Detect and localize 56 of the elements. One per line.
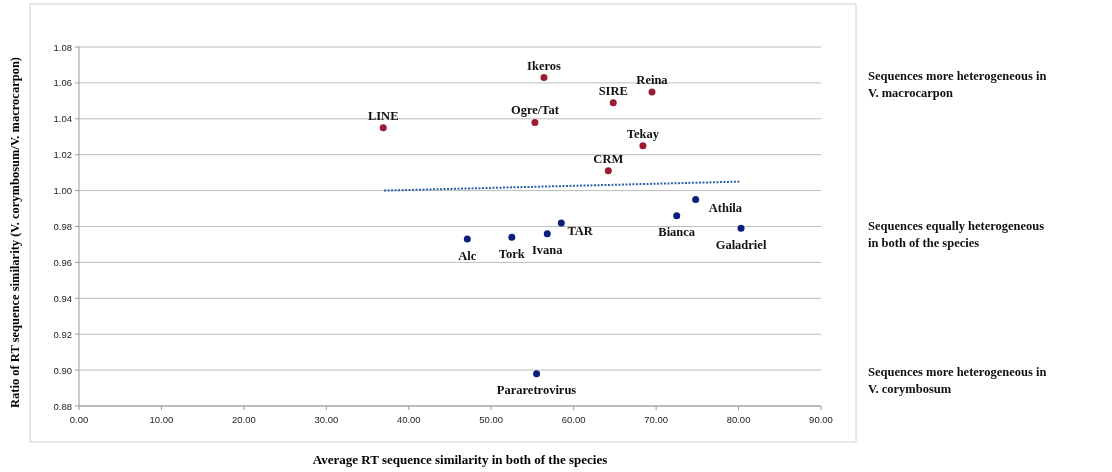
- text: Sequences more heterogeneous in V. macrocarpon: [868, 69, 1047, 100]
- x-tick-label: 30.00: [314, 414, 339, 425]
- y-tick-label: 1.08: [53, 41, 72, 53]
- point: [737, 224, 745, 232]
- annotation: Pararetrovirus: [496, 383, 577, 398]
- y-tick-label: 1.06: [53, 77, 72, 89]
- annotation: Ogre/Tat: [510, 103, 560, 118]
- annotation: Galadriel: [715, 237, 767, 252]
- y-tick-label: 0.94: [53, 292, 72, 304]
- y-tick-label: 1.02: [53, 149, 72, 161]
- y-axis-title: Ratio of RT sequence similarity (V. corymbosum/V. macrocarpon): [8, 56, 22, 409]
- point: [648, 88, 656, 96]
- point: [604, 167, 612, 175]
- point: [533, 370, 541, 378]
- annotation: Ivana: [532, 243, 564, 258]
- text: Sequences more heterogeneous in V. corymbosum: [868, 365, 1047, 396]
- point: [463, 235, 471, 243]
- y-tick-label: 1.00: [53, 185, 72, 197]
- annotation: Alc: [458, 248, 477, 263]
- annotation: Athila: [708, 200, 743, 215]
- x-tick-label: 20.00: [232, 414, 256, 425]
- y-tick-label: 0.90: [53, 364, 72, 376]
- annotation: Reina: [636, 72, 669, 87]
- point: [531, 118, 539, 126]
- annotation: CRM: [593, 151, 624, 166]
- y-tick-label: 0.92: [53, 328, 72, 340]
- annotation: Ikeros: [527, 58, 562, 73]
- y-tick-label: 0.88: [53, 400, 72, 412]
- annotation: TAR: [567, 223, 594, 238]
- text: Sequences equally heterogeneous in both of the species: [868, 218, 1045, 250]
- point: [543, 230, 551, 238]
- point: [508, 233, 516, 241]
- y-tick-label: 0.98: [53, 221, 72, 232]
- x-axis-title: Average RT sequence similarity in both of the species: [312, 452, 608, 467]
- x-tick-label: 70.00: [644, 414, 668, 425]
- x-tick-label: 90.00: [809, 414, 833, 425]
- x-tick-label: 80.00: [726, 414, 751, 425]
- annotation: Bianca: [658, 225, 696, 240]
- point: [557, 219, 565, 227]
- point: [639, 142, 647, 150]
- x-tick-label: 50.00: [479, 414, 504, 425]
- y-tick-label: 0.96: [53, 256, 72, 268]
- point: [540, 74, 548, 82]
- annotation: LINE: [367, 108, 399, 123]
- annotation: Tekay: [626, 126, 660, 141]
- x-tick-label: 10.00: [149, 414, 174, 425]
- point: [379, 124, 387, 132]
- y-tick-label: 1.04: [53, 113, 72, 125]
- annotation: SIRE: [598, 83, 628, 98]
- point: [609, 99, 617, 107]
- x-tick-label: 0.00: [69, 414, 89, 425]
- point: [673, 212, 681, 220]
- x-tick-label: 60.00: [561, 414, 586, 425]
- point: [692, 196, 700, 204]
- x-tick-label: 40.00: [396, 414, 421, 425]
- annotation: Tork: [498, 246, 525, 261]
